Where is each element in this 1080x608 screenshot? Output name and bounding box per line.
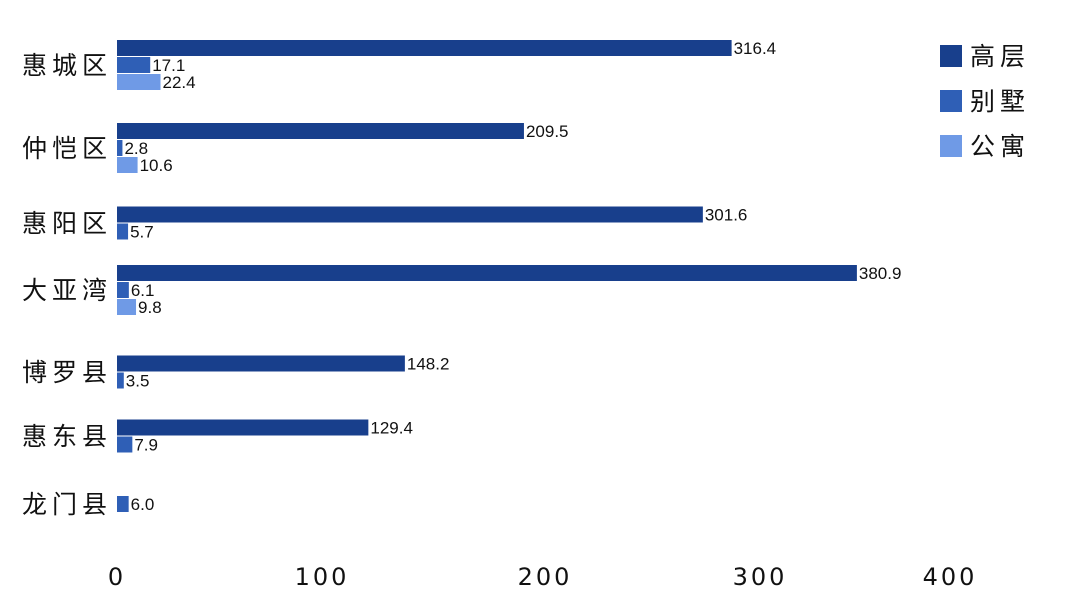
category-label: 惠东县 bbox=[22, 422, 112, 451]
x-tick-label: 0 bbox=[108, 563, 126, 591]
category-label: 惠城区 bbox=[22, 51, 112, 80]
bar-高层-仲恺区 bbox=[117, 123, 524, 139]
bar-别墅-博罗县 bbox=[117, 372, 124, 389]
value-label: 6.0 bbox=[131, 495, 155, 514]
x-tick-label: 300 bbox=[733, 563, 788, 591]
value-label: 6.1 bbox=[131, 281, 155, 300]
category-label: 仲恺区 bbox=[22, 134, 112, 163]
bar-高层-惠阳区 bbox=[117, 206, 703, 223]
bar-别墅-大亚湾 bbox=[117, 282, 129, 298]
category-label: 大亚湾 bbox=[22, 276, 112, 305]
bar-高层-大亚湾 bbox=[117, 265, 857, 281]
value-label: 17.1 bbox=[152, 56, 185, 75]
value-label: 10.6 bbox=[140, 156, 173, 175]
x-tick-label: 100 bbox=[295, 563, 350, 591]
bar-别墅-惠城区 bbox=[117, 57, 151, 73]
category-label: 龙门县 bbox=[22, 490, 112, 519]
bar-别墅-惠东县 bbox=[117, 436, 133, 453]
x-tick-label: 200 bbox=[518, 563, 573, 591]
legend-label: 公寓 bbox=[970, 132, 1030, 161]
value-label: 9.8 bbox=[138, 298, 162, 317]
bar-高层-惠东县 bbox=[117, 419, 369, 436]
category-label: 博罗县 bbox=[22, 358, 112, 387]
x-tick-label: 400 bbox=[923, 563, 978, 591]
bar-公寓-仲恺区 bbox=[117, 157, 138, 173]
value-axis: 0 100 200 300 400 bbox=[108, 563, 978, 591]
value-label: 22.4 bbox=[163, 73, 196, 92]
value-label: 2.8 bbox=[124, 139, 148, 158]
bar-别墅-仲恺区 bbox=[117, 140, 123, 156]
value-label: 5.7 bbox=[130, 223, 154, 242]
value-label: 301.6 bbox=[705, 206, 748, 225]
legend-swatch bbox=[940, 90, 962, 112]
value-labels-layer: 316.4 17.122.4 209.5 2.810.6 301.6 5.7 380.9 6.… bbox=[124, 39, 901, 514]
value-label: 316.4 bbox=[734, 39, 777, 58]
bar-公寓-惠城区 bbox=[117, 74, 161, 90]
category-label: 惠阳区 bbox=[22, 209, 112, 238]
legend-swatch bbox=[940, 45, 962, 67]
legend-label: 别墅 bbox=[970, 87, 1030, 116]
legend-swatch bbox=[940, 135, 962, 157]
value-label: 380.9 bbox=[859, 264, 902, 283]
bar-别墅-龙门县 bbox=[117, 496, 129, 512]
legend-label: 高层 bbox=[970, 42, 1030, 71]
bar-高层-博罗县 bbox=[117, 355, 405, 372]
bar-高层-惠城区 bbox=[117, 40, 732, 56]
value-label: 209.5 bbox=[526, 122, 569, 141]
value-label: 129.4 bbox=[370, 419, 413, 438]
bars-layer bbox=[117, 40, 857, 512]
value-label: 148.2 bbox=[407, 355, 450, 374]
bar-别墅-惠阳区 bbox=[117, 223, 129, 240]
value-label: 7.9 bbox=[134, 436, 158, 455]
value-label: 3.5 bbox=[126, 372, 150, 391]
bar-公寓-大亚湾 bbox=[117, 299, 137, 315]
